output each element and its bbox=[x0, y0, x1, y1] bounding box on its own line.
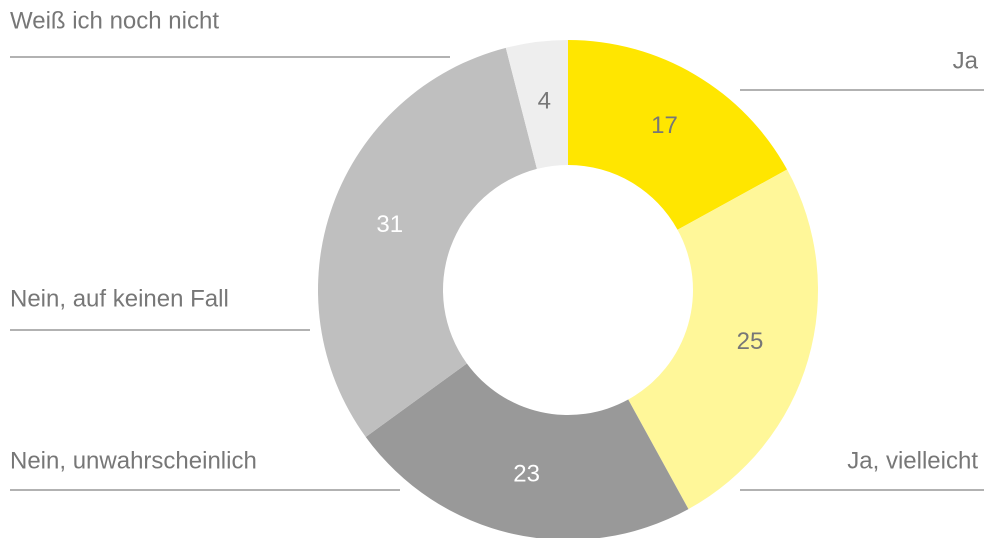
data-label: 4 bbox=[538, 87, 551, 114]
donut-segment bbox=[318, 47, 537, 437]
donut-segment bbox=[505, 40, 568, 169]
category-label: Ja bbox=[953, 47, 979, 74]
data-label: 23 bbox=[513, 460, 540, 487]
category-label: Weiß ich noch nicht bbox=[10, 7, 219, 34]
category-label: Ja, vielleicht bbox=[847, 447, 978, 474]
data-label: 25 bbox=[737, 328, 764, 355]
donut-segment bbox=[568, 40, 788, 230]
donut-segment bbox=[365, 363, 689, 538]
data-label: 31 bbox=[376, 211, 403, 238]
data-label: 17 bbox=[651, 112, 678, 139]
category-label: Nein, auf keinen Fall bbox=[10, 285, 229, 312]
donut-segment bbox=[628, 169, 818, 510]
category-label: Nein, unwahrscheinlich bbox=[10, 447, 257, 474]
